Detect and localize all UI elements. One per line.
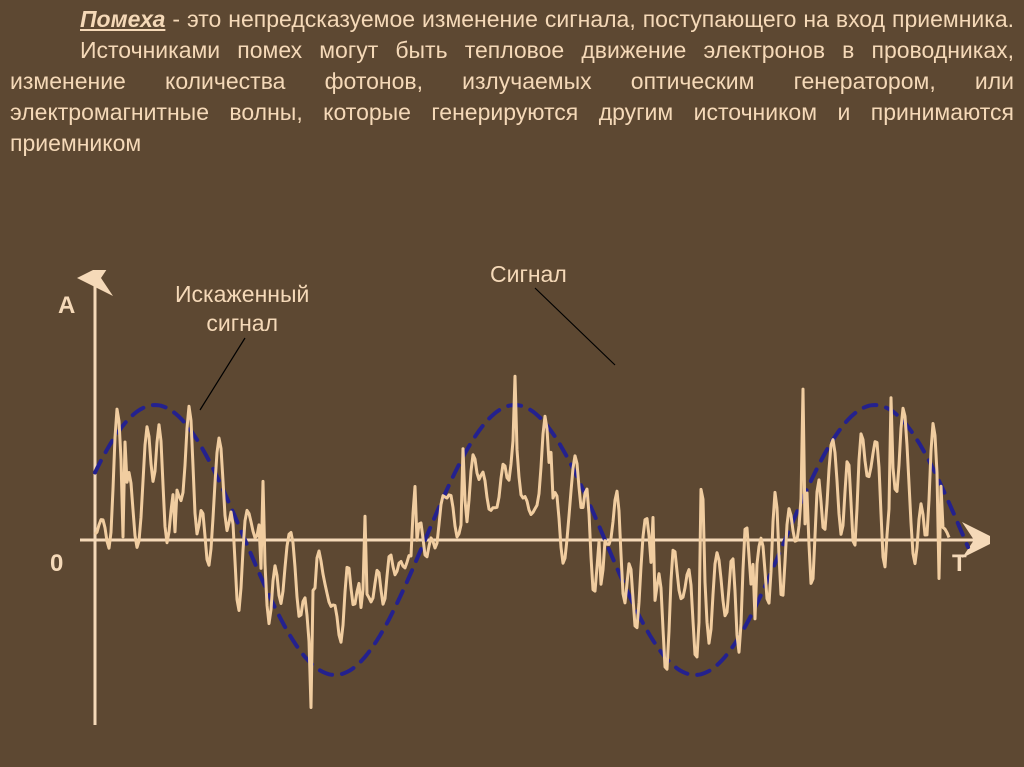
signal-label: Сигнал: [490, 260, 567, 289]
y-axis-label: A: [58, 292, 75, 320]
origin-label: 0: [50, 550, 63, 578]
paragraph-2: Источниками помех могут быть тепловое дв…: [10, 35, 1014, 159]
term-pomekha: Помеха: [80, 6, 165, 32]
chart-svg: [70, 270, 990, 755]
chart-container: A T 0 Сигнал Искаженный сигнал: [70, 270, 990, 755]
x-axis-label: T: [952, 550, 967, 578]
distorted-signal-label: Искаженный сигнал: [175, 280, 309, 338]
paragraph-1: Помеха - это непредсказуемое изменение с…: [10, 4, 1014, 35]
para1-tail: - это непредсказуемое изменение сигнала,…: [165, 6, 1014, 32]
para2-text: Источниками помех могут быть тепловое дв…: [10, 37, 1014, 156]
